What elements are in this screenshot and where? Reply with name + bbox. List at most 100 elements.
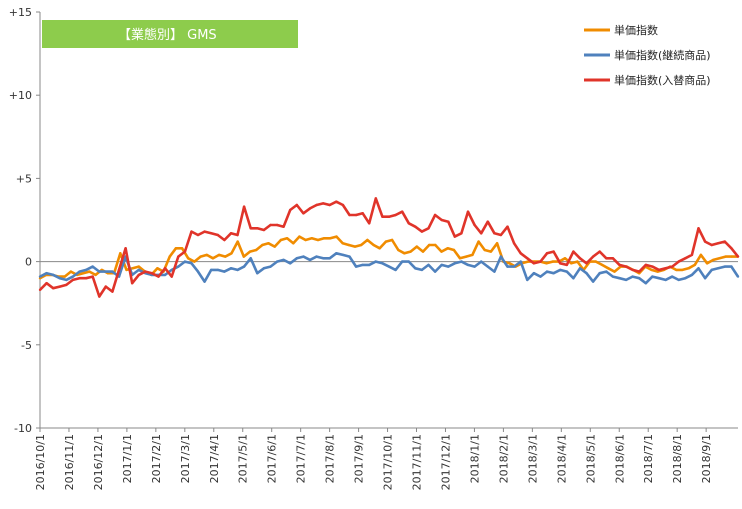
data-point — [82, 272, 85, 275]
data-point — [440, 218, 443, 222]
data-point — [613, 270, 616, 273]
data-point — [292, 242, 295, 245]
data-point — [427, 227, 430, 230]
data-point — [372, 243, 375, 247]
data-point — [565, 263, 568, 267]
x-tick-label: 2016/12/1 — [92, 434, 105, 490]
x-tick-label: 2018/6/1 — [613, 434, 626, 483]
data-point — [242, 255, 245, 258]
data-point — [401, 210, 404, 213]
data-point — [703, 240, 707, 243]
data-point — [480, 232, 483, 235]
data-point — [677, 278, 680, 282]
x-tick-label: 2018/9/1 — [700, 434, 713, 483]
data-point — [551, 260, 554, 263]
data-point — [598, 250, 601, 253]
data-point — [168, 255, 171, 258]
data-point — [261, 243, 264, 247]
data-point — [483, 248, 486, 252]
data-point — [730, 265, 733, 268]
data-point — [45, 272, 48, 275]
data-point — [611, 257, 615, 260]
x-tick-label: 2017/4/1 — [208, 434, 221, 483]
data-point — [285, 237, 289, 240]
data-point — [414, 267, 417, 270]
data-point — [559, 268, 562, 272]
data-point — [697, 227, 700, 230]
data-point — [460, 260, 463, 263]
data-point — [199, 255, 202, 258]
data-point — [249, 227, 252, 230]
data-point — [508, 262, 511, 265]
data-point — [315, 203, 318, 207]
data-point — [65, 278, 68, 282]
data-point — [690, 273, 694, 277]
data-point — [111, 290, 114, 293]
data-point — [618, 277, 621, 280]
data-point — [224, 255, 227, 258]
data-point — [144, 270, 147, 273]
data-point — [512, 265, 516, 268]
data-point — [348, 213, 351, 217]
x-tick-label: 2018/5/1 — [584, 434, 597, 483]
data-point — [256, 227, 259, 230]
data-point — [117, 268, 121, 272]
data-point — [236, 240, 239, 243]
data-point — [684, 277, 687, 280]
data-point — [545, 252, 549, 255]
data-point — [499, 233, 503, 237]
data-point — [69, 270, 73, 273]
data-point — [559, 262, 562, 265]
data-point — [275, 260, 279, 263]
x-tick-label: 2018/7/1 — [642, 434, 655, 483]
data-point — [650, 268, 653, 272]
data-point — [664, 278, 667, 282]
data-point — [328, 257, 331, 260]
data-point — [440, 250, 443, 253]
data-point — [119, 252, 122, 255]
data-point — [421, 250, 425, 253]
data-point — [295, 203, 298, 207]
data-point — [341, 242, 344, 245]
data-point — [217, 253, 221, 257]
data-point — [131, 282, 134, 285]
data-point — [466, 263, 470, 267]
data-point — [347, 243, 350, 247]
data-point — [262, 267, 266, 270]
data-point — [723, 240, 726, 243]
x-tick-label: 2018/2/1 — [497, 434, 510, 483]
data-point — [407, 260, 410, 263]
data-point — [91, 275, 94, 278]
data-point — [368, 222, 371, 225]
data-point — [480, 260, 483, 263]
data-point — [111, 270, 114, 273]
data-point — [361, 212, 364, 215]
data-point — [279, 238, 283, 242]
data-point — [348, 255, 351, 258]
data-point — [187, 257, 190, 260]
data-point — [302, 212, 305, 215]
data-point — [210, 232, 213, 235]
data-point — [124, 247, 127, 250]
data-point — [329, 237, 332, 240]
x-tick-label: 2018/4/1 — [555, 434, 568, 483]
data-point — [322, 237, 326, 240]
data-point — [94, 273, 97, 277]
data-point — [466, 210, 470, 213]
data-point — [598, 272, 601, 275]
data-point — [493, 232, 496, 235]
data-point — [570, 262, 573, 265]
data-point — [591, 255, 595, 258]
data-point — [177, 265, 180, 268]
data-point — [45, 282, 48, 285]
data-point — [104, 270, 108, 273]
data-point — [446, 247, 449, 250]
y-tick-label: 0 — [25, 256, 32, 269]
data-point — [137, 268, 140, 272]
data-point — [477, 240, 480, 243]
data-point — [315, 255, 318, 258]
data-point — [651, 265, 654, 268]
data-point — [591, 280, 595, 283]
data-point — [631, 275, 634, 278]
